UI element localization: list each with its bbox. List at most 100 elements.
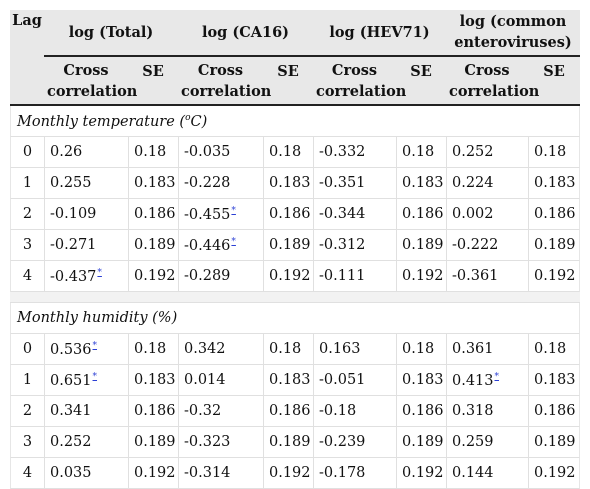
table-row: 3 0.252 0.189 -0.323 0.189 -0.239 0.189 … bbox=[10, 427, 580, 458]
footnote-link[interactable]: * bbox=[231, 236, 236, 247]
section-row-temperature: Monthly temperature (oC) bbox=[10, 106, 580, 137]
spacer-cell bbox=[10, 292, 580, 303]
header-se: SE bbox=[396, 57, 446, 106]
footnote-link[interactable]: * bbox=[494, 371, 500, 382]
cell-se: 0.183 bbox=[263, 168, 313, 199]
cell-se: 0.186 bbox=[263, 396, 313, 427]
cell-se: 0.192 bbox=[528, 458, 580, 489]
footnote-link[interactable]: * bbox=[92, 340, 98, 351]
cell-cross-correlation: -0.228 bbox=[178, 168, 263, 199]
cell-se: 0.189 bbox=[396, 427, 446, 458]
cell-se: 0.183 bbox=[128, 168, 178, 199]
cell-se: 0.18 bbox=[128, 137, 178, 168]
table-row: 4 0.035 0.192 -0.314 0.192 -0.178 0.192 … bbox=[10, 458, 580, 489]
cell-cross-correlation: 0.651* bbox=[44, 365, 128, 396]
cell-se: 0.18 bbox=[263, 334, 313, 365]
cell-cross-correlation: -0.332 bbox=[313, 137, 396, 168]
cell-se: 0.192 bbox=[263, 458, 313, 489]
cell-se: 0.189 bbox=[128, 230, 178, 261]
cell-se: 0.189 bbox=[263, 230, 313, 261]
cell-se: 0.192 bbox=[396, 458, 446, 489]
cell-se: 0.183 bbox=[396, 365, 446, 396]
cell-se: 0.186 bbox=[263, 199, 313, 230]
cell-cross-correlation: -0.344 bbox=[313, 199, 396, 230]
cell-lag: 0 bbox=[10, 334, 44, 365]
cell-lag: 0 bbox=[10, 137, 44, 168]
cross-correlation-table: Lag log (Total) log (CA16) log (HEV71) l… bbox=[10, 10, 580, 489]
cell-se: 0.192 bbox=[263, 261, 313, 292]
footnote-link[interactable]: * bbox=[231, 205, 236, 216]
section-title-temperature: Monthly temperature (oC) bbox=[10, 106, 580, 137]
cell-se: 0.186 bbox=[528, 199, 580, 230]
cell-cross-correlation: 0.035 bbox=[44, 458, 128, 489]
cell-se: 0.189 bbox=[128, 427, 178, 458]
cell-se: 0.192 bbox=[396, 261, 446, 292]
cell-value: 0.536 bbox=[50, 341, 92, 358]
cell-se: 0.183 bbox=[528, 168, 580, 199]
cell-cross-correlation: -0.109 bbox=[44, 199, 128, 230]
cell-se: 0.186 bbox=[528, 396, 580, 427]
cell-se: 0.183 bbox=[396, 168, 446, 199]
cell-se: 0.189 bbox=[263, 427, 313, 458]
cell-se: 0.192 bbox=[128, 261, 178, 292]
section-title-text: Monthly temperature ( bbox=[17, 113, 186, 130]
cell-cross-correlation: 0.163 bbox=[313, 334, 396, 365]
cell-se: 0.18 bbox=[128, 334, 178, 365]
table-body: Monthly temperature (oC) 0 0.26 0.18 -0.… bbox=[10, 106, 580, 489]
cell-se: 0.18 bbox=[528, 137, 580, 168]
cell-cross-correlation: -0.361 bbox=[446, 261, 528, 292]
table-row: 1 0.255 0.183 -0.228 0.183 -0.351 0.183 … bbox=[10, 168, 580, 199]
section-title-humidity: Monthly humidity (%) bbox=[10, 303, 580, 334]
cell-cross-correlation: 0.342 bbox=[178, 334, 263, 365]
header-group-common-enteroviruses: log (common enteroviruses) bbox=[446, 10, 580, 57]
cell-cross-correlation: -0.289 bbox=[178, 261, 263, 292]
cell-cross-correlation: -0.051 bbox=[313, 365, 396, 396]
cell-value: 0.413 bbox=[452, 372, 494, 389]
table-header: Lag log (Total) log (CA16) log (HEV71) l… bbox=[10, 10, 580, 106]
header-cross-correlation: Cross correlation bbox=[446, 57, 539, 106]
header-cross-correlation: Cross correlation bbox=[44, 57, 137, 106]
cell-cross-correlation: 0.252 bbox=[44, 427, 128, 458]
cell-se: 0.183 bbox=[263, 365, 313, 396]
cell-cross-correlation: -0.222 bbox=[446, 230, 528, 261]
cell-cross-correlation: -0.239 bbox=[313, 427, 396, 458]
header-cross-correlation: Cross correlation bbox=[313, 57, 406, 106]
cell-cross-correlation: 0.361 bbox=[446, 334, 528, 365]
cell-se: 0.183 bbox=[128, 365, 178, 396]
section-row-humidity: Monthly humidity (%) bbox=[10, 303, 580, 334]
cell-cross-correlation: -0.437* bbox=[44, 261, 128, 292]
cell-lag: 4 bbox=[10, 458, 44, 489]
footnote-link[interactable]: * bbox=[97, 267, 102, 278]
cell-cross-correlation: -0.18 bbox=[313, 396, 396, 427]
cell-cross-correlation: 0.252 bbox=[446, 137, 528, 168]
cell-se: 0.186 bbox=[128, 199, 178, 230]
cell-se: 0.18 bbox=[528, 334, 580, 365]
cell-se: 0.189 bbox=[528, 230, 580, 261]
cell-cross-correlation: 0.341 bbox=[44, 396, 128, 427]
footnote-link[interactable]: * bbox=[92, 371, 98, 382]
cell-cross-correlation: -0.323 bbox=[178, 427, 263, 458]
cell-lag: 3 bbox=[10, 230, 44, 261]
cell-se: 0.18 bbox=[263, 137, 313, 168]
table-row: 0 0.26 0.18 -0.035 0.18 -0.332 0.18 0.25… bbox=[10, 137, 580, 168]
header-se: SE bbox=[263, 57, 313, 106]
cell-se: 0.186 bbox=[396, 396, 446, 427]
cell-cross-correlation: -0.111 bbox=[313, 261, 396, 292]
cell-lag: 3 bbox=[10, 427, 44, 458]
cell-cross-correlation: 0.255 bbox=[44, 168, 128, 199]
cell-se: 0.189 bbox=[528, 427, 580, 458]
header-se: SE bbox=[528, 57, 580, 106]
cell-cross-correlation: -0.446* bbox=[178, 230, 263, 261]
table-row: 2 0.341 0.186 -0.32 0.186 -0.18 0.186 0.… bbox=[10, 396, 580, 427]
cell-cross-correlation: -0.312 bbox=[313, 230, 396, 261]
cell-se: 0.186 bbox=[396, 199, 446, 230]
cell-lag: 1 bbox=[10, 168, 44, 199]
cell-cross-correlation: -0.035 bbox=[178, 137, 263, 168]
cell-se: 0.186 bbox=[128, 396, 178, 427]
cell-cross-correlation: 0.002 bbox=[446, 199, 528, 230]
cell-se: 0.192 bbox=[128, 458, 178, 489]
table-row: 2 -0.109 0.186 -0.455* 0.186 -0.344 0.18… bbox=[10, 199, 580, 230]
cell-value: -0.437 bbox=[50, 268, 97, 285]
table-row: 0 0.536* 0.18 0.342 0.18 0.163 0.18 0.36… bbox=[10, 334, 580, 365]
degree-superscript: o bbox=[185, 112, 191, 123]
